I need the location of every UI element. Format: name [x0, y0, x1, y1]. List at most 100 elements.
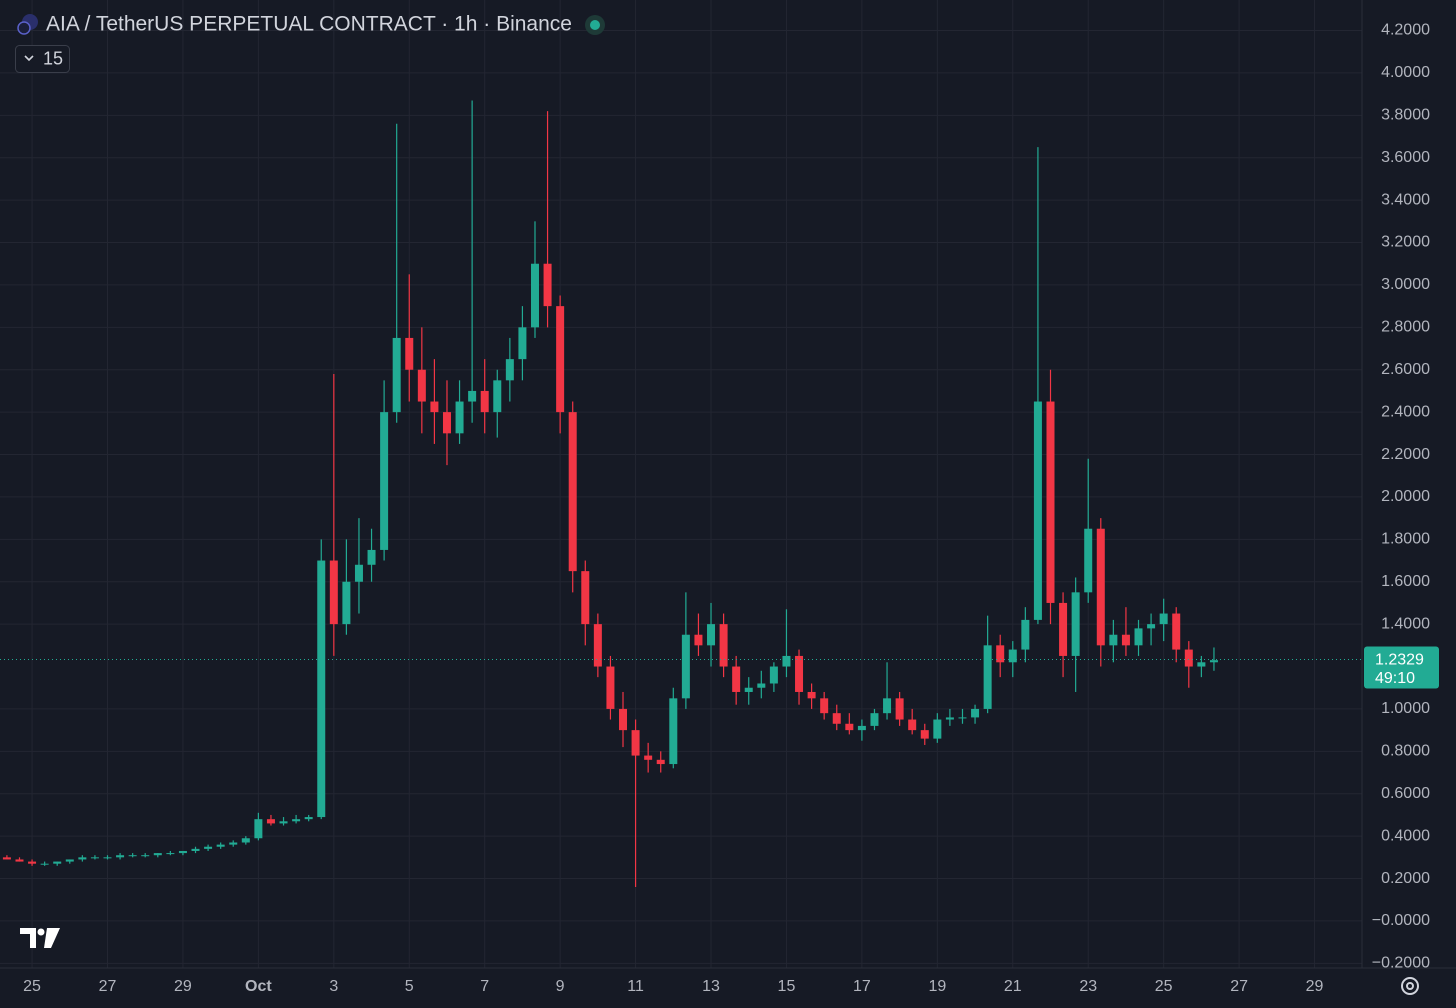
candle-body: [1197, 662, 1206, 667]
y-tick-label: 4.2000: [1381, 22, 1430, 39]
candle-body: [1121, 634, 1130, 646]
chevron-icon: [24, 55, 34, 62]
y-tick-label: 0.6000: [1381, 785, 1430, 802]
candle-body: [908, 719, 917, 731]
candle-body: [1059, 602, 1068, 656]
x-tick-label: 13: [702, 978, 720, 995]
candle-body: [707, 624, 716, 646]
candle-body: [1109, 634, 1118, 646]
candle-body: [241, 838, 250, 843]
candle-body: [769, 666, 778, 684]
y-tick-label: 0.4000: [1381, 827, 1430, 844]
y-tick-label: 0.8000: [1381, 743, 1430, 760]
candle-body: [166, 853, 175, 855]
candle-body: [505, 359, 514, 381]
y-tick-label: 4.0000: [1381, 64, 1430, 81]
candle-body: [480, 390, 489, 413]
x-tick-label: 25: [23, 978, 41, 995]
candle-body: [392, 337, 401, 413]
x-tick-label: 29: [174, 978, 192, 995]
candle-body: [229, 842, 238, 845]
candle-body: [631, 730, 640, 756]
chart-title: AIA / TetherUS PERPETUAL CONTRACT · 1h ·…: [46, 13, 572, 36]
y-tick-label: 1.8000: [1381, 531, 1430, 548]
candle-body: [116, 855, 125, 858]
y-tick-label: 3.2000: [1381, 234, 1430, 251]
y-tick-label: 2.8000: [1381, 319, 1430, 336]
y-tick-label: 2.2000: [1381, 446, 1430, 463]
candle-body: [732, 666, 741, 692]
y-tick-label: 2.0000: [1381, 488, 1430, 505]
candle-body: [1159, 613, 1168, 625]
tv-logo: [20, 928, 60, 948]
candle-body: [983, 645, 992, 709]
candle-body: [543, 263, 552, 307]
candle-body: [254, 819, 263, 839]
candle-body: [518, 327, 527, 360]
indicator-count: 15: [43, 48, 63, 68]
candle-body: [669, 698, 678, 765]
y-tick-label: 0.2000: [1381, 870, 1430, 887]
candle-body: [820, 698, 829, 714]
x-tick-label: 27: [99, 978, 117, 995]
candle-body: [644, 755, 653, 760]
x-tick-label: 5: [405, 978, 414, 995]
candle-body: [1033, 401, 1042, 620]
candle-body: [493, 380, 502, 413]
candle-body: [530, 263, 539, 328]
candle-body: [430, 401, 439, 413]
candle-body: [807, 691, 816, 699]
candle-body: [153, 853, 162, 856]
y-tick-label: 3.8000: [1381, 107, 1430, 124]
x-tick-label: 17: [853, 978, 871, 995]
candle-body: [28, 861, 37, 864]
last-price-label: 1.2329: [1375, 651, 1424, 668]
x-tick-label: 25: [1155, 978, 1173, 995]
candle-body: [933, 719, 942, 739]
candle-body: [178, 850, 187, 854]
y-tick-label: 3.4000: [1381, 191, 1430, 208]
candle-body: [78, 857, 87, 860]
candle-body: [191, 848, 200, 851]
candle-body: [556, 306, 565, 413]
candle-body: [455, 401, 464, 434]
y-tick-label: 1.6000: [1381, 573, 1430, 590]
candle-body: [920, 730, 929, 739]
x-tick-label: 11: [627, 978, 644, 995]
x-tick-label: 27: [1230, 978, 1248, 995]
y-tick-label: 3.0000: [1381, 276, 1430, 293]
candle-body: [1134, 628, 1143, 646]
candle-body: [367, 549, 376, 565]
candle-body: [795, 655, 804, 692]
candle-body: [2, 857, 11, 860]
candle-body: [1184, 649, 1193, 667]
candle-body: [832, 713, 841, 724]
candle-body: [757, 683, 766, 688]
settings-icon[interactable]: [1401, 977, 1419, 995]
indicator-toggle[interactable]: [15, 45, 70, 73]
x-tick-label: 19: [928, 978, 946, 995]
candle-body: [857, 725, 866, 731]
candle-body: [90, 857, 99, 859]
candle-body: [619, 708, 628, 731]
candle-body: [870, 713, 879, 726]
candle-body: [53, 861, 62, 864]
x-tick-label: 29: [1306, 978, 1324, 995]
candle-body: [895, 698, 904, 720]
candle-body: [65, 859, 74, 862]
y-tick-label: 1.0000: [1381, 700, 1430, 717]
grid: [0, 0, 1362, 968]
candle-body: [1071, 592, 1080, 656]
x-tick-label: 3: [329, 978, 338, 995]
candle-body: [606, 666, 615, 709]
candle-body: [354, 564, 363, 582]
candle-body: [996, 645, 1005, 663]
candle-body: [1096, 528, 1105, 646]
candle-body: [568, 412, 577, 572]
candle-body: [279, 821, 288, 824]
candle-body: [971, 708, 980, 718]
candle-body: [958, 717, 967, 719]
candle-body: [945, 717, 954, 720]
symbol-icon: [17, 14, 38, 35]
